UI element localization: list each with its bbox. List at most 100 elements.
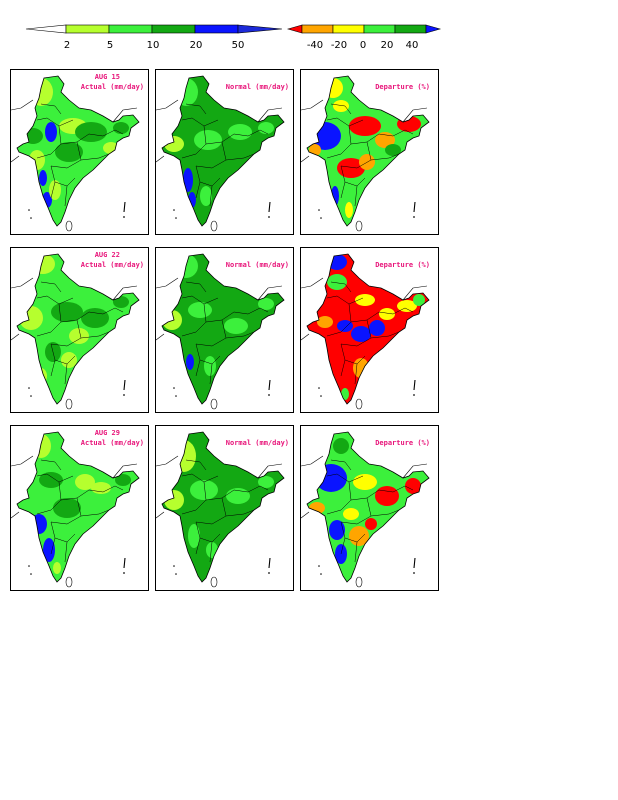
rainfall-region: [369, 320, 385, 336]
departure-legend-tick: 0: [359, 40, 367, 51]
rainfall-region: [23, 128, 43, 144]
lakshadweep-islands: [30, 217, 32, 219]
lakshadweep-islands: [320, 217, 322, 219]
rainfall-region: [188, 302, 212, 318]
rainfall-region: [188, 524, 200, 548]
rainfall-field: [307, 254, 429, 404]
actual-legend-tick: 50: [231, 40, 245, 51]
rainfall-region: [186, 354, 194, 370]
legend-arrow-left: [286, 24, 303, 34]
rainfall-region: [355, 294, 375, 306]
state-boundary: [50, 307, 124, 385]
rainfall-region: [29, 150, 45, 170]
rainfall-region: [81, 308, 109, 328]
panel-title: Departure (%): [375, 83, 430, 91]
andaman-islands: [123, 557, 126, 574]
rainfall-field: [162, 432, 284, 582]
state-boundary: [340, 133, 400, 169]
lakshadweep-islands: [318, 209, 320, 211]
rainfall-region: [375, 132, 395, 148]
state-boundary: [50, 133, 110, 169]
rainfall-field: [307, 432, 429, 582]
rainfall-region: [351, 326, 371, 342]
sri-lanka-outline: [355, 220, 363, 232]
state-boundary: [340, 307, 414, 385]
rainfall-region: [327, 274, 347, 290]
departure-legend-tick: -40: [306, 40, 324, 51]
legend-swatch: [332, 24, 365, 34]
legend-swatch: [301, 24, 334, 34]
rainfall-region: [115, 474, 131, 486]
sri-lanka-outline: [355, 398, 363, 410]
rainfall-region: [75, 122, 107, 142]
departure-legend: -40 -20 0 20 40: [286, 22, 442, 51]
state-boundary: [181, 281, 219, 337]
rainfall-region: [39, 170, 47, 186]
rainfall-region: [341, 388, 349, 400]
country-outline: [306, 75, 430, 227]
rainfall-region: [365, 518, 377, 530]
state-boundary: [50, 485, 124, 563]
legend-swatch: [65, 24, 110, 34]
sri-lanka-outline: [65, 220, 73, 232]
lakshadweep-islands: [320, 573, 322, 575]
state-boundary: [181, 103, 219, 159]
map-fill: [307, 432, 429, 582]
rainfall-region: [258, 476, 274, 488]
rainfall-region: [39, 472, 63, 488]
rainfall-field: [17, 76, 139, 226]
state-boundary: [195, 489, 255, 525]
map-panel-departure-aug15: Departure (%): [300, 69, 439, 235]
rainfall-region: [333, 438, 349, 454]
map-panel-departure-aug22: Departure (%): [300, 247, 439, 413]
actual-legend-colorbar: [25, 24, 283, 34]
neighbour-border: [156, 277, 283, 341]
rainfall-region: [31, 254, 55, 274]
map-panel-actual-aug15: AUG 15 Actual (mm/day): [10, 69, 149, 235]
country-outline: [161, 253, 285, 405]
lakshadweep-islands: [173, 565, 175, 567]
rainfall-field: [162, 76, 284, 226]
rainfall-region: [53, 562, 61, 574]
panel-date: AUG 15: [94, 73, 120, 81]
neighbour-border: [156, 99, 283, 163]
map-panel-normal-aug15: Normal (mm/day): [155, 69, 294, 235]
state-boundary: [195, 485, 269, 563]
actual-legend-tick: 10: [146, 40, 160, 51]
andaman-islands: [413, 557, 416, 574]
rainfall-region: [91, 482, 111, 494]
rainfall-region: [51, 302, 83, 322]
map-fill: [162, 76, 284, 226]
rainfall-region: [353, 474, 377, 490]
state-boundary: [195, 129, 269, 207]
legend-swatch: [394, 24, 427, 34]
lakshadweep-islands: [28, 209, 30, 211]
rainfall-region: [226, 488, 250, 504]
rainfall-region: [164, 490, 184, 510]
departure-legend-tick: 20: [380, 40, 394, 51]
andaman-islands: [413, 379, 416, 396]
map-panel-normal-aug22: Normal (mm/day): [155, 247, 294, 413]
rainfall-region: [174, 78, 198, 106]
country-outline: [16, 75, 140, 227]
panel-title: Actual (mm/day): [80, 261, 144, 269]
country-outline: [161, 431, 285, 583]
rainfall-region: [43, 538, 55, 562]
rainfall-region: [69, 328, 89, 344]
rainfall-region: [172, 440, 196, 472]
map-fill: [162, 254, 284, 404]
legend-swatch: [363, 24, 396, 34]
lakshadweep-islands: [320, 395, 322, 397]
actual-legend-tick: 20: [189, 40, 203, 51]
state-boundary: [195, 307, 269, 385]
panel-title: Actual (mm/day): [80, 83, 144, 91]
rainfall-region: [204, 356, 216, 376]
india-rainfall-map: [11, 431, 140, 588]
state-boundary: [36, 103, 74, 159]
rainfall-region: [345, 202, 353, 218]
lakshadweep-islands: [173, 387, 175, 389]
panel-title: Normal (mm/day): [225, 439, 289, 447]
rainfall-region: [35, 368, 47, 384]
rainfall-region: [183, 168, 193, 192]
india-departure-map: [301, 75, 430, 232]
